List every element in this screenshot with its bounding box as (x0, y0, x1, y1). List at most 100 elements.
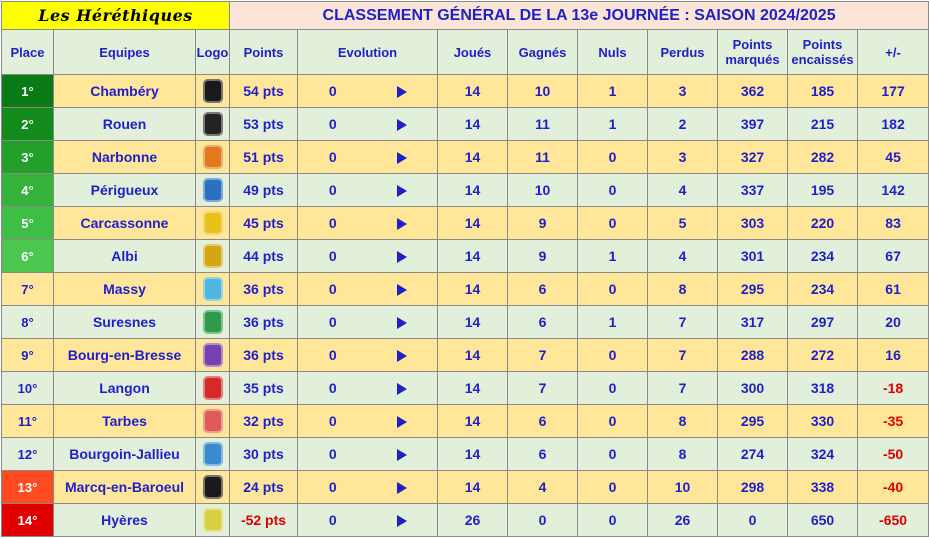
play-arrow-icon (397, 482, 408, 495)
gagnes-cell: 7 (507, 371, 578, 405)
gagnes-cell: 9 (507, 206, 578, 240)
logo-cell (195, 206, 230, 240)
team-name: Périgueux (53, 173, 196, 207)
points-encaisses-cell: 234 (787, 272, 858, 306)
nuls-cell: 0 (577, 470, 648, 504)
points-cell: 32 pts (229, 404, 298, 438)
col-header-perdus: Perdus (647, 29, 718, 75)
joues-cell: 14 (437, 404, 508, 438)
joues-cell: 14 (437, 74, 508, 108)
points-marques-cell: 295 (717, 404, 788, 438)
col-header-equipes: Equipes (53, 29, 196, 75)
logo-cell (195, 338, 230, 372)
joues-cell: 14 (437, 173, 508, 207)
diff-cell: 20 (856, 305, 929, 339)
points-marques-cell: 300 (717, 371, 788, 405)
evolution-arrow-cell (367, 74, 438, 108)
table-row: 12° Bourgoin-Jallieu 30 pts 0 14 6 0 8 274 324 -50 (1, 437, 929, 471)
points-encaisses-cell: 297 (787, 305, 858, 339)
team-name: Chambéry (53, 74, 196, 108)
evolution-value: 0 (297, 305, 368, 339)
points-encaisses-cell: 338 (787, 470, 858, 504)
narbonne-logo-icon (202, 145, 223, 169)
place-cell: 4° (1, 173, 54, 207)
diff-cell: -35 (856, 404, 929, 438)
perdus-cell: 8 (647, 272, 718, 306)
logo-cell (195, 272, 230, 306)
gagnes-cell: 10 (507, 74, 578, 108)
play-arrow-icon (397, 383, 408, 396)
brand-label: Les Héréthiques (1, 1, 230, 30)
perdus-cell: 4 (647, 173, 718, 207)
points-cell: 30 pts (229, 437, 298, 471)
table-row: 7° Massy 36 pts 0 14 6 0 8 295 234 61 (1, 272, 929, 306)
team-name: Carcassonne (53, 206, 196, 240)
col-header-points-marques-line1: Points (732, 37, 773, 52)
col-header-points-marques-line2: marqués (725, 52, 780, 67)
play-arrow-icon (397, 251, 408, 264)
place-cell: 3° (1, 140, 54, 174)
perdus-cell: 2 (647, 107, 718, 141)
col-header-gagnes: Gagnés (507, 29, 578, 75)
col-header-points-marques: Points marqués (717, 29, 788, 75)
evolution-arrow-cell (367, 470, 438, 504)
joues-cell: 14 (437, 338, 508, 372)
logo-cell (195, 239, 230, 273)
points-cell: 36 pts (229, 338, 298, 372)
joues-cell: 14 (437, 272, 508, 306)
logo-cell (195, 437, 230, 471)
gagnes-cell: 11 (507, 107, 578, 141)
nuls-cell: 0 (577, 206, 648, 240)
gagnes-cell: 10 (507, 173, 578, 207)
evolution-value: 0 (297, 437, 368, 471)
gagnes-cell: 6 (507, 305, 578, 339)
place-cell: 11° (1, 404, 54, 438)
joues-cell: 14 (437, 107, 508, 141)
evolution-value: 0 (297, 470, 368, 504)
perdus-cell: 7 (647, 338, 718, 372)
evolution-arrow-cell (367, 107, 438, 141)
evolution-arrow-cell (367, 503, 438, 537)
points-cell: 24 pts (229, 470, 298, 504)
points-cell: 36 pts (229, 305, 298, 339)
chambery-logo-icon (202, 79, 223, 103)
points-encaisses-cell: 215 (787, 107, 858, 141)
table-row: 3° Narbonne 51 pts 0 14 11 0 3 327 282 45 (1, 140, 929, 174)
team-name: Bourg-en-Bresse (53, 338, 196, 372)
table-row: 11° Tarbes 32 pts 0 14 6 0 8 295 330 -35 (1, 404, 929, 438)
team-name: Langon (53, 371, 196, 405)
points-encaisses-cell: 185 (787, 74, 858, 108)
team-name: Albi (53, 239, 196, 273)
table-row: 8° Suresnes 36 pts 0 14 6 1 7 317 297 20 (1, 305, 929, 339)
col-header-points-encaisses-line1: Points (802, 37, 843, 52)
nuls-cell: 0 (577, 272, 648, 306)
points-marques-cell: 397 (717, 107, 788, 141)
col-header-nuls: Nuls (577, 29, 648, 75)
points-marques-cell: 301 (717, 239, 788, 273)
evolution-value: 0 (297, 206, 368, 240)
gagnes-cell: 4 (507, 470, 578, 504)
team-name: Tarbes (53, 404, 196, 438)
table-row: 5° Carcassonne 45 pts 0 14 9 0 5 303 220 83 (1, 206, 929, 240)
evolution-arrow-cell (367, 371, 438, 405)
play-arrow-icon (397, 515, 408, 528)
perigueux-logo-icon (202, 178, 223, 202)
standings-body: 1° Chambéry 54 pts 0 14 10 1 3 362 185 177 2° Rouen 5… (1, 74, 929, 537)
points-cell: 53 pts (229, 107, 298, 141)
points-marques-cell: 0 (717, 503, 788, 537)
hyeres-logo-icon (202, 508, 223, 532)
evolution-value: 0 (297, 239, 368, 273)
nuls-cell: 1 (577, 239, 648, 273)
points-encaisses-cell: 272 (787, 338, 858, 372)
diff-cell: -18 (856, 371, 929, 405)
tarbes-logo-icon (202, 409, 223, 433)
play-arrow-icon (397, 350, 408, 363)
evolution-value: 0 (297, 503, 368, 537)
suresnes-logo-icon (202, 310, 223, 334)
place-cell: 12° (1, 437, 54, 471)
albi-logo-icon (202, 244, 223, 268)
logo-cell (195, 503, 230, 537)
points-cell: 36 pts (229, 272, 298, 306)
perdus-cell: 26 (647, 503, 718, 537)
